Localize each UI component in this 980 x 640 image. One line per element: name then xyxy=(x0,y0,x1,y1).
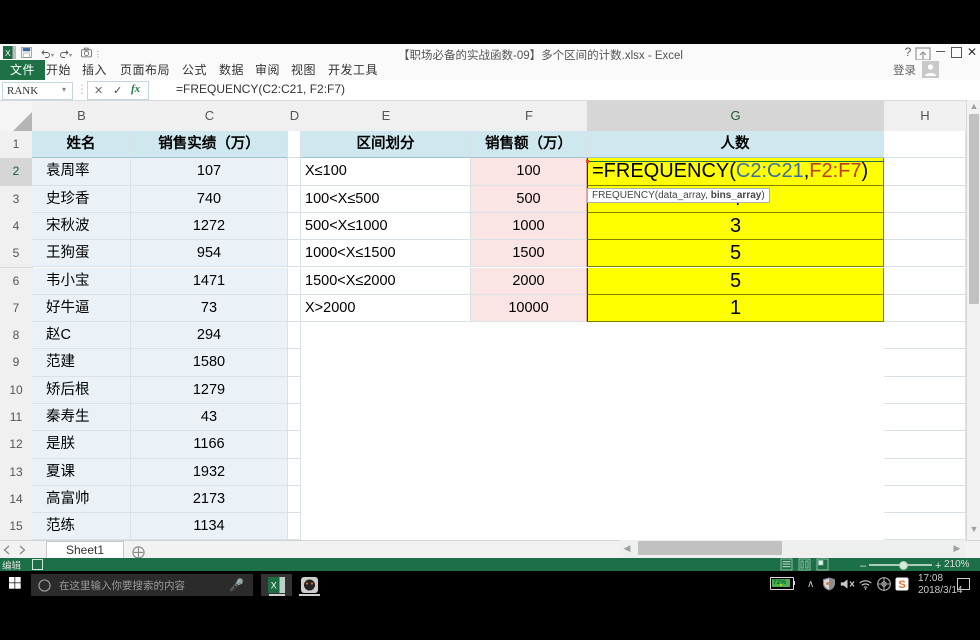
svg-text:X: X xyxy=(271,581,277,591)
svg-text:X: X xyxy=(5,48,11,58)
svg-text:S: S xyxy=(898,579,905,591)
